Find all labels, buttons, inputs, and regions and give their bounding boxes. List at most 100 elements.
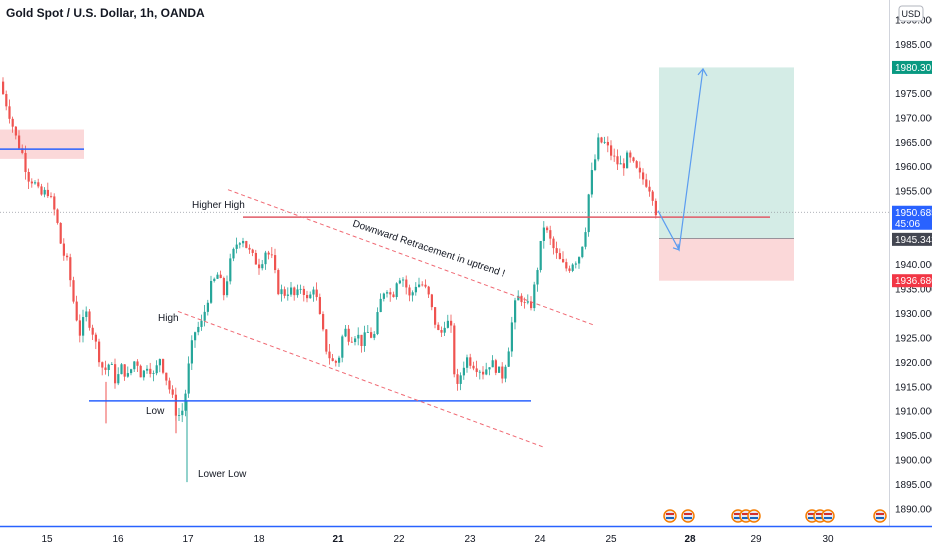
candle bbox=[626, 150, 629, 169]
us-flag-event-icon[interactable] bbox=[681, 509, 695, 523]
candle-body bbox=[178, 415, 181, 416]
candle-body bbox=[312, 289, 315, 295]
price-tick-label: 1920.000 bbox=[895, 358, 932, 369]
candle-body bbox=[107, 364, 110, 370]
candle bbox=[651, 189, 654, 206]
candle-body bbox=[290, 287, 293, 295]
price-tick-label: 1940.000 bbox=[895, 260, 932, 271]
candle-body bbox=[120, 364, 123, 375]
candle-body bbox=[411, 292, 414, 296]
candle-body bbox=[485, 369, 488, 375]
events-row bbox=[663, 509, 887, 523]
price-tick-label: 1960.000 bbox=[895, 162, 932, 173]
candle bbox=[450, 314, 453, 333]
price-axis[interactable]: 1890.000 1895.000 1900.000 1905.000 1910.000… bbox=[895, 16, 932, 516]
candle-body bbox=[440, 329, 443, 333]
candle-body bbox=[222, 278, 225, 296]
candle-body bbox=[542, 227, 545, 241]
time-tick-label: 16 bbox=[112, 534, 124, 545]
candle bbox=[587, 193, 590, 237]
candle-body bbox=[594, 159, 597, 171]
candle bbox=[606, 136, 609, 153]
candle-body bbox=[453, 325, 456, 375]
candle bbox=[635, 160, 638, 169]
candle bbox=[216, 272, 219, 279]
candle-body bbox=[622, 163, 625, 169]
candle-body bbox=[347, 328, 350, 342]
candle-body bbox=[302, 288, 305, 295]
candle-body bbox=[389, 292, 392, 295]
candle-body bbox=[229, 258, 232, 282]
candle bbox=[341, 334, 344, 363]
candle bbox=[181, 403, 184, 423]
candle bbox=[430, 293, 433, 311]
candle bbox=[578, 256, 581, 269]
candle-body bbox=[226, 281, 229, 296]
candle bbox=[315, 282, 318, 301]
price-tick-label: 1955.000 bbox=[895, 187, 932, 198]
candle-body bbox=[181, 410, 184, 416]
candle-body bbox=[530, 301, 533, 309]
candle-body bbox=[152, 373, 155, 374]
time-tick-label: 15 bbox=[41, 534, 53, 545]
candle bbox=[117, 367, 120, 386]
time-axis[interactable]: 15 16 17 18 21 22 23 24 25 28 29 30 bbox=[41, 534, 834, 545]
candle-body bbox=[200, 320, 203, 327]
candle-body bbox=[482, 371, 485, 375]
currency-badge[interactable]: USD bbox=[898, 5, 924, 22]
time-tick-label: 21 bbox=[332, 534, 344, 545]
candle-body bbox=[373, 334, 376, 338]
candle-body bbox=[206, 302, 209, 312]
candle-body bbox=[613, 155, 616, 157]
candle-body bbox=[66, 255, 69, 258]
candle-body bbox=[248, 247, 251, 250]
candle-body bbox=[626, 152, 629, 169]
us-flag-event-icon[interactable] bbox=[873, 509, 887, 523]
candle-body bbox=[149, 368, 152, 374]
candle-body bbox=[558, 253, 561, 260]
time-tick-label: 28 bbox=[684, 534, 696, 545]
candle-body bbox=[72, 280, 75, 302]
price-tick-label: 1895.000 bbox=[895, 480, 932, 491]
us-flag-event-icon[interactable] bbox=[663, 509, 677, 523]
channel-upper-line bbox=[227, 189, 595, 326]
candle-body bbox=[62, 243, 65, 256]
us-flag-event-icon[interactable] bbox=[821, 509, 835, 523]
candle bbox=[552, 236, 555, 255]
candle bbox=[187, 356, 190, 398]
candle-body bbox=[498, 366, 501, 373]
candle bbox=[498, 366, 501, 374]
candle bbox=[91, 324, 94, 341]
candle bbox=[475, 360, 478, 377]
time-tick-label: 23 bbox=[464, 534, 476, 545]
candle-body bbox=[635, 161, 638, 168]
candle-body bbox=[155, 365, 158, 374]
candle-body bbox=[363, 332, 366, 346]
candle-body bbox=[139, 365, 142, 378]
candle-body bbox=[357, 334, 360, 339]
candle-body bbox=[443, 327, 446, 333]
candle bbox=[200, 314, 203, 331]
candle-body bbox=[610, 145, 613, 156]
candle-body bbox=[142, 370, 145, 378]
candle-body bbox=[322, 314, 325, 330]
candle-body bbox=[296, 289, 299, 296]
candle-body bbox=[194, 332, 197, 341]
candle bbox=[206, 299, 209, 316]
candle bbox=[411, 290, 414, 302]
candle-body bbox=[24, 152, 27, 172]
candle bbox=[597, 133, 600, 162]
candle bbox=[568, 265, 571, 273]
candle bbox=[392, 291, 395, 298]
candle bbox=[158, 358, 161, 373]
us-flag-event-icon[interactable] bbox=[747, 509, 761, 523]
candle bbox=[472, 361, 475, 371]
candle bbox=[270, 247, 273, 259]
candle-body bbox=[523, 302, 526, 303]
target-price-tag-label: 1980.301 bbox=[895, 63, 932, 74]
candle bbox=[440, 326, 443, 337]
candle-body bbox=[34, 182, 37, 184]
candle-body bbox=[507, 351, 510, 367]
candle bbox=[302, 285, 305, 302]
